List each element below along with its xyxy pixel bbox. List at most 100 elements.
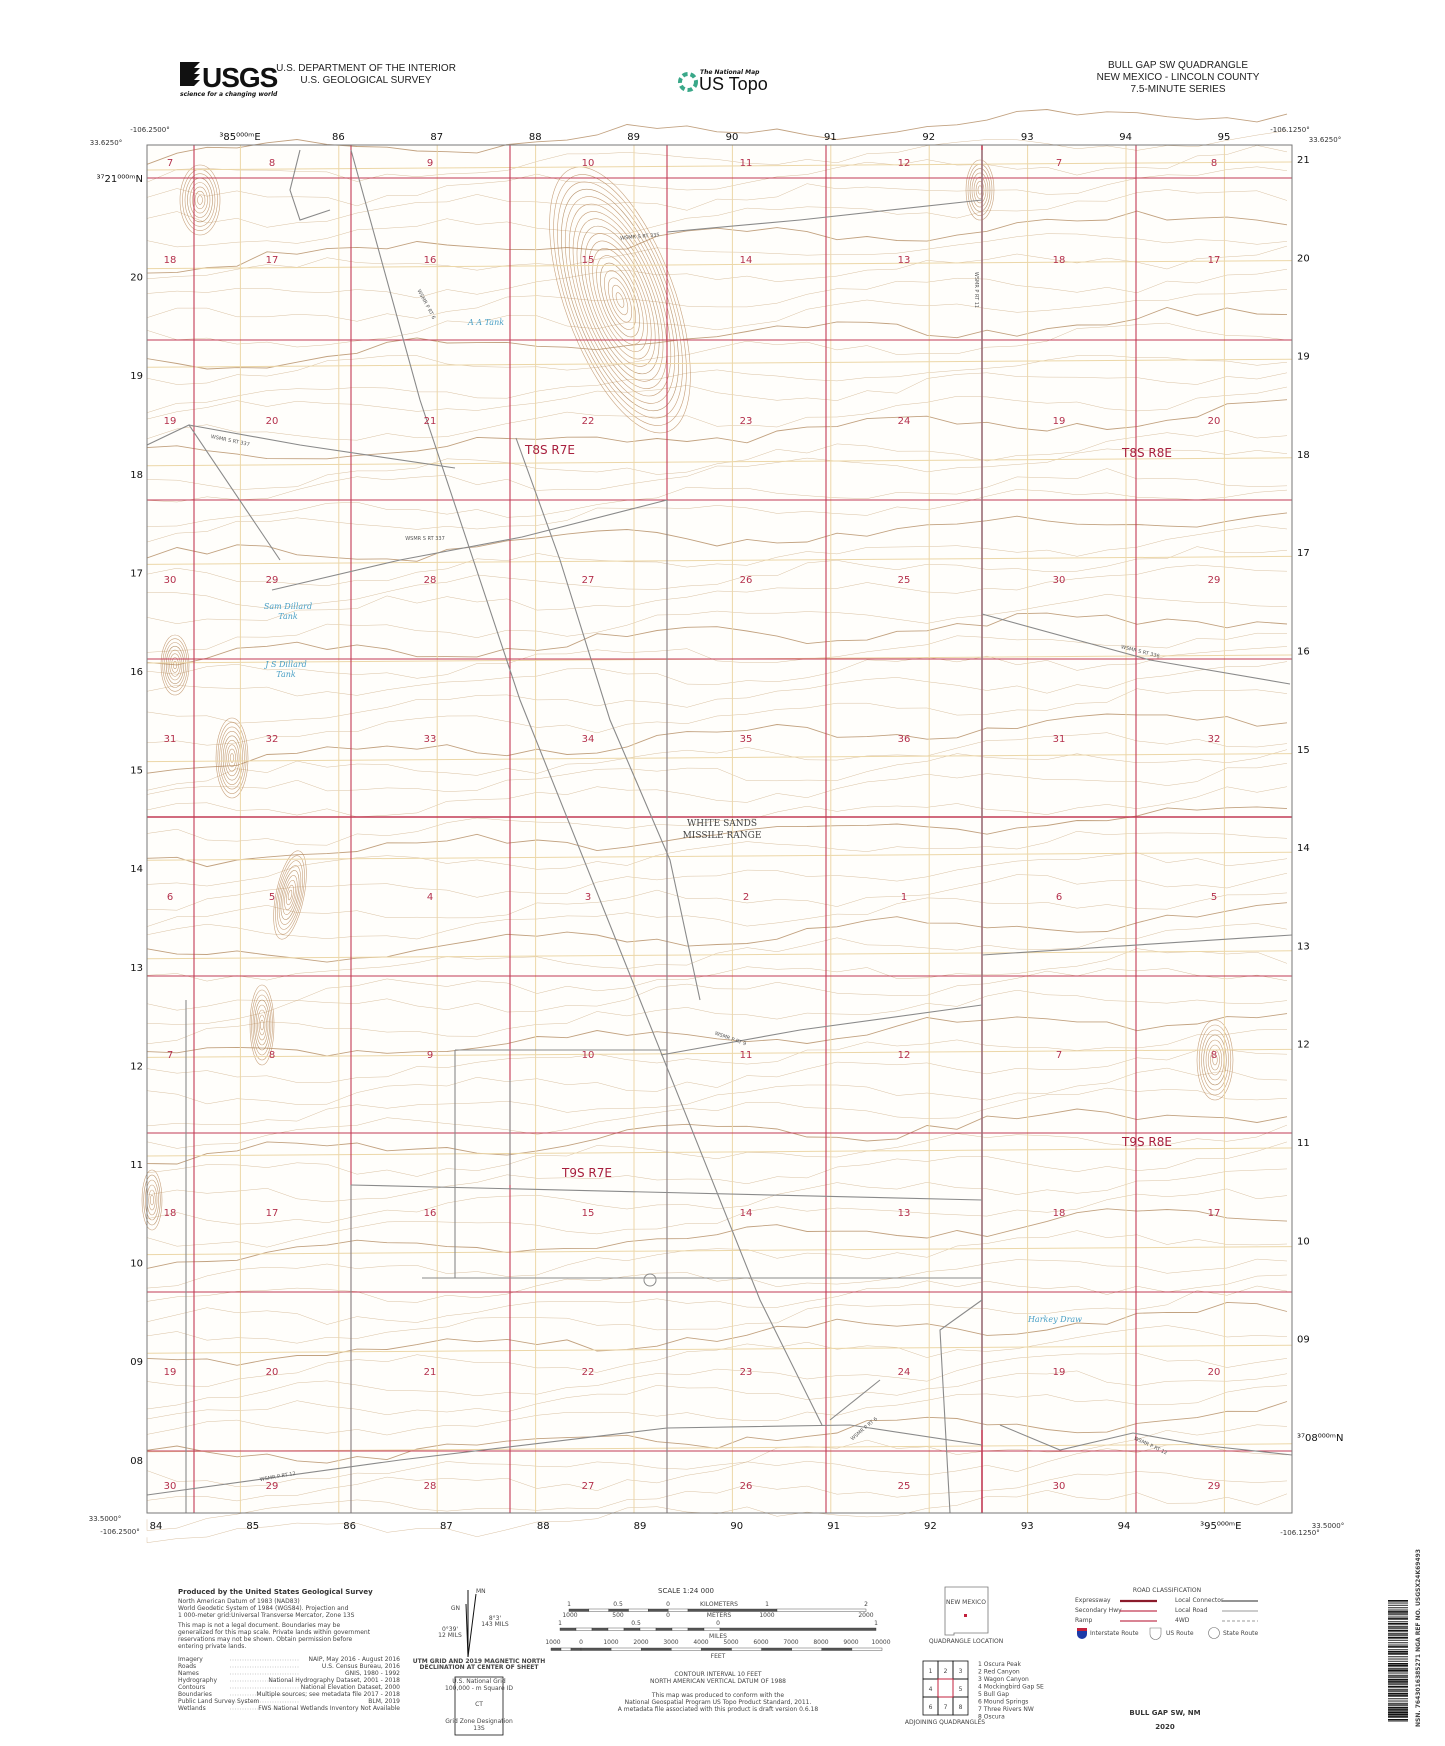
northing-label-right: 20 xyxy=(1297,253,1310,264)
corner-coordinate: -106.1250° xyxy=(1280,1529,1319,1537)
section-number: 16 xyxy=(424,255,437,266)
hill-contour xyxy=(1207,1044,1223,1076)
contour-line xyxy=(146,1108,1288,1165)
easting-label-bottom: 84 xyxy=(150,1521,163,1532)
section-number: 16 xyxy=(424,1208,437,1219)
corner-coordinate: 33.6250° xyxy=(90,139,122,147)
source-label: Imagery xyxy=(178,1656,203,1663)
easting-label-top: 94 xyxy=(1119,132,1132,143)
hill-contour xyxy=(553,174,687,426)
barcode-bar xyxy=(1388,1670,1408,1672)
hill-contour xyxy=(192,186,208,214)
contour-line xyxy=(146,386,1288,441)
section-number: 7 xyxy=(167,1050,173,1061)
feet-scale-bar xyxy=(550,1647,562,1651)
contour-line xyxy=(146,1049,1288,1105)
section-number: 25 xyxy=(898,575,911,586)
hill-contour xyxy=(287,889,293,901)
contour-line xyxy=(146,1168,1288,1225)
us-topo-logo: The National Map US Topo xyxy=(678,69,768,94)
declination-angle: 0°39' xyxy=(442,1626,458,1633)
section-number: 20 xyxy=(1208,416,1221,427)
barcode-bar xyxy=(1388,1705,1408,1706)
national-map-text: The National Map xyxy=(700,69,760,76)
contour-line xyxy=(146,1258,1288,1303)
water-feature-label: Sam Dillard xyxy=(264,602,312,611)
easting-label-bottom: 88 xyxy=(537,1521,550,1532)
hill-contour xyxy=(615,292,625,308)
barcode-bar xyxy=(1388,1659,1408,1661)
barcode-bar xyxy=(1388,1638,1408,1640)
barcode-bar xyxy=(1388,1661,1408,1662)
contour-line xyxy=(146,489,1288,543)
hill-contour xyxy=(276,860,304,930)
contour-line xyxy=(146,233,1288,280)
feet-tick: 6000 xyxy=(753,1639,768,1646)
hill-contour xyxy=(257,1009,267,1041)
easting-label-top: 89 xyxy=(627,132,640,143)
roads xyxy=(146,149,1293,1514)
road xyxy=(188,424,456,469)
contour-line xyxy=(146,1301,1288,1366)
section-number: 1 xyxy=(901,892,907,903)
road-label: WSMR S RT 335 xyxy=(620,232,660,241)
adjoining-quad-name: 5 Bull Gap xyxy=(978,1691,1009,1698)
hill-contour xyxy=(252,994,272,1056)
section-number: 29 xyxy=(1208,1481,1221,1492)
barcode-bar xyxy=(1388,1601,1408,1603)
source-label: Wetlands xyxy=(178,1705,206,1712)
road xyxy=(981,934,1293,956)
easting-label-top: ³85⁰⁰⁰ᵐE xyxy=(219,132,260,143)
contour-interval-text: NORTH AMERICAN VERTICAL DATUM OF 1988 xyxy=(650,1678,786,1685)
hill-contour xyxy=(219,726,245,790)
section-number: 6 xyxy=(1056,892,1062,903)
hill-contour xyxy=(165,645,185,685)
map-neatline xyxy=(146,144,1293,1514)
source-label: Hydrography xyxy=(178,1677,217,1684)
source-label: Boundaries xyxy=(178,1691,212,1698)
mile-scale-bar xyxy=(623,1627,641,1631)
adjoining-quad-name: 2 Red Canyon xyxy=(978,1669,1020,1676)
usng-sub: 100,000 - m Square ID xyxy=(445,1685,513,1692)
mile-tick: 0 xyxy=(716,1620,720,1627)
usng-zone-label: Grid Zone Designation xyxy=(445,1718,513,1725)
utm-northing-line xyxy=(146,1344,1293,1354)
feet-tick: 1000 xyxy=(603,1639,618,1646)
hill-contour xyxy=(965,159,995,221)
utm-northing-line xyxy=(146,950,1293,960)
land-name-label: MISSILE RANGE xyxy=(683,831,762,841)
mile-scale-bar xyxy=(591,1627,609,1631)
barcode-bar xyxy=(1388,1720,1408,1722)
section-number: 14 xyxy=(740,1208,753,1219)
feet-scale-bar xyxy=(641,1647,672,1651)
hill-contour xyxy=(278,865,302,925)
section-number: 25 xyxy=(898,1481,911,1492)
barcode-bar xyxy=(1388,1691,1408,1692)
barcode-bar xyxy=(1388,1699,1408,1701)
hill-contour xyxy=(254,999,270,1051)
utm-northing-line xyxy=(146,457,1293,467)
feet-scale-bar xyxy=(821,1647,853,1651)
hill-contour xyxy=(194,190,206,210)
barcode-bar xyxy=(1388,1622,1408,1625)
usgs-tagline: science for a changing world xyxy=(180,91,278,98)
contour-line xyxy=(146,546,1288,609)
contour-lines xyxy=(141,109,1288,1543)
contour-line xyxy=(146,512,1288,562)
section-number: 11 xyxy=(740,1050,753,1061)
barcode-bar xyxy=(1388,1645,1408,1647)
mile-tick: 1 xyxy=(558,1620,562,1627)
feet-tick: 10000 xyxy=(871,1639,890,1646)
state-route-shield-icon xyxy=(1208,1627,1220,1639)
barcode-bar xyxy=(1388,1617,1408,1619)
hill-contour xyxy=(549,166,691,434)
hill-contour xyxy=(564,196,676,404)
road-legend-title: ROAD CLASSIFICATION xyxy=(1133,1587,1201,1594)
section-number: 17 xyxy=(1208,255,1221,266)
road xyxy=(289,149,331,221)
hill-contour xyxy=(596,255,644,345)
barcode-bar xyxy=(1388,1706,1408,1709)
section-number: 20 xyxy=(1208,1367,1221,1378)
section-number: 22 xyxy=(582,1367,595,1378)
